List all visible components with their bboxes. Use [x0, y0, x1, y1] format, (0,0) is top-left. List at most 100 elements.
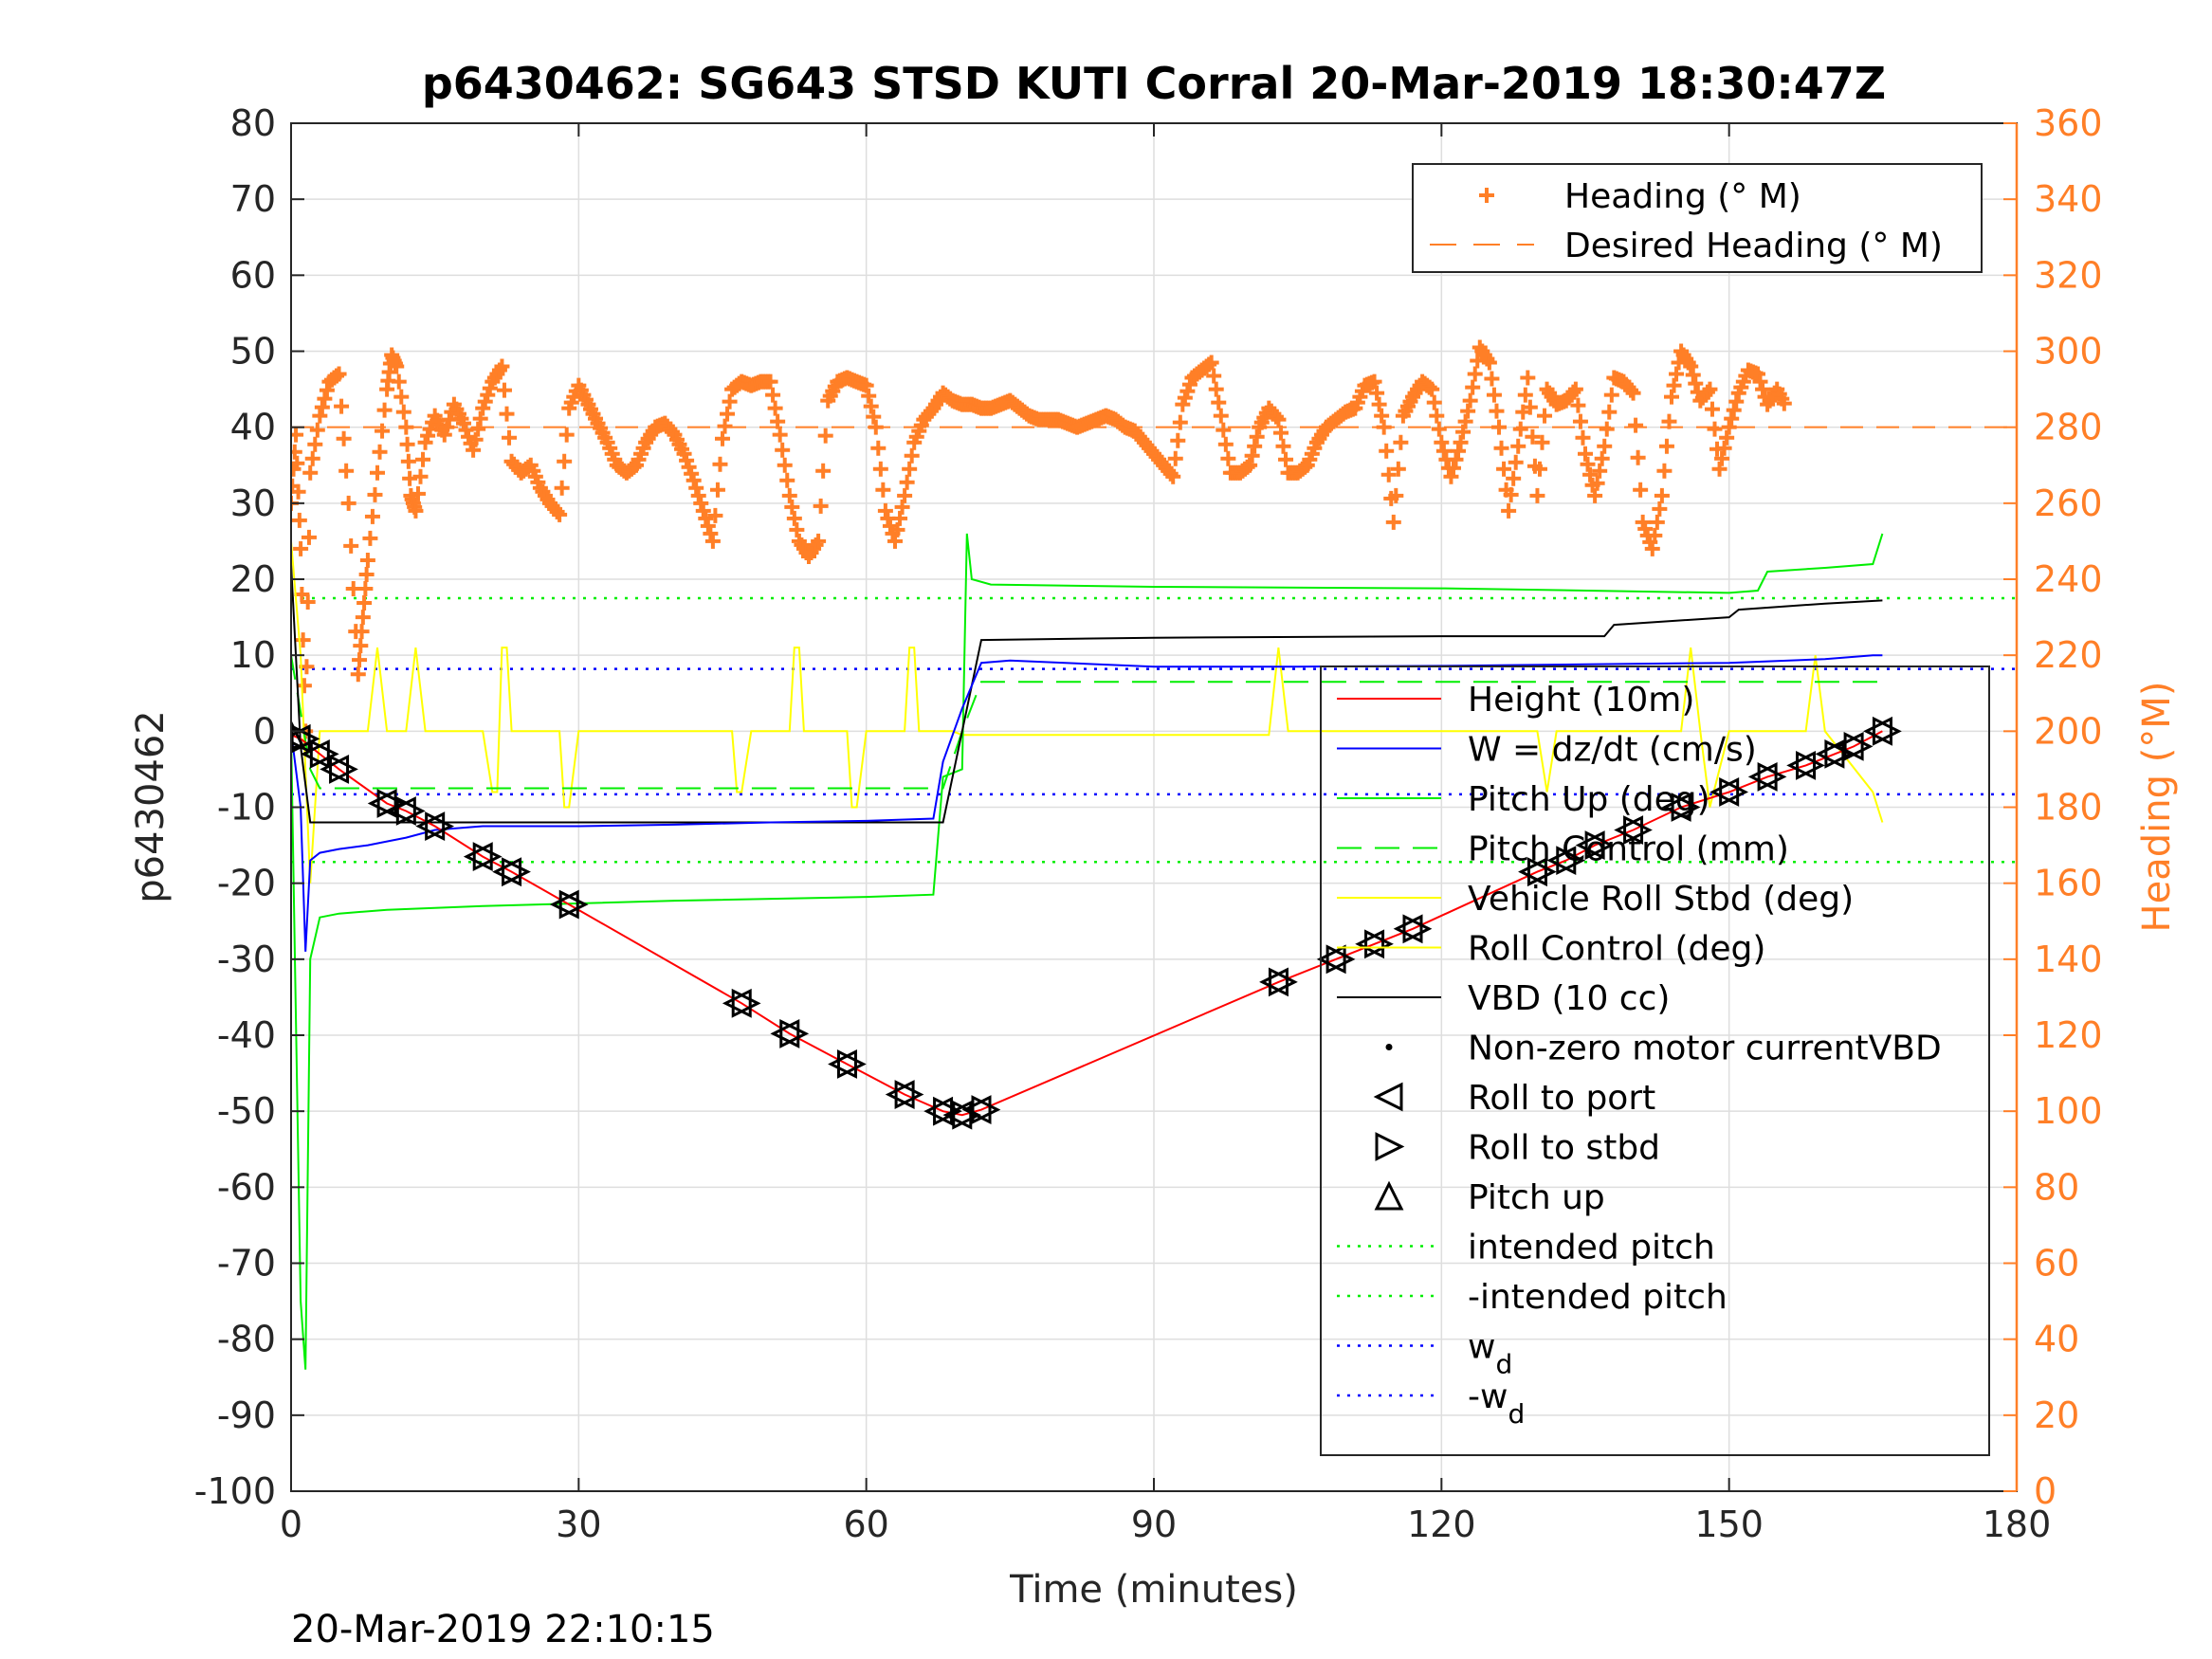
heading-marker	[1594, 450, 1610, 466]
heading-marker	[894, 499, 910, 515]
legend-main-entry: Vehicle Roll Stbd (deg)	[1337, 880, 1854, 919]
heading-marker	[466, 442, 482, 458]
y-tick-label: 60	[230, 254, 276, 296]
heading-marker	[1666, 377, 1682, 393]
heading-marker	[779, 472, 795, 488]
heading-marker	[1424, 381, 1440, 397]
roll-marker	[961, 1095, 992, 1124]
heading-marker	[1567, 381, 1583, 397]
legend-main-label: Pitch Control (mm)	[1468, 830, 1789, 869]
legend-main-entry: VBD (10 cc)	[1337, 979, 1670, 1018]
y-tick-label: 40	[230, 407, 276, 448]
x-tick-label: 60	[843, 1504, 888, 1545]
heading-marker	[784, 499, 800, 515]
roll-marker	[1518, 857, 1547, 887]
heading-marker	[1445, 460, 1461, 476]
heading-marker	[1211, 394, 1227, 410]
heading-marker	[902, 461, 918, 477]
roll-marker	[300, 738, 330, 769]
legend-main-symbol	[1385, 1044, 1393, 1050]
roll-marker	[971, 1095, 1001, 1124]
heading-marker	[1460, 403, 1476, 419]
heading-marker	[1702, 381, 1718, 397]
roll-marker	[1556, 846, 1586, 876]
heading-marker	[664, 424, 680, 440]
heading-marker	[408, 502, 424, 519]
y-tick-label: -20	[217, 863, 276, 904]
legend-heading: Heading (° M) Desired Heading (° M)	[1412, 163, 1983, 273]
heading-marker	[376, 402, 393, 418]
heading-marker	[1451, 443, 1467, 459]
heading-marker	[1529, 487, 1545, 503]
heading-marker	[693, 495, 709, 511]
heading-marker	[1455, 424, 1472, 440]
heading-marker	[557, 453, 573, 469]
heading-marker	[707, 507, 723, 523]
heading-marker	[1376, 419, 1392, 435]
heading-marker	[1654, 487, 1670, 503]
legend-main-label: intended pitch	[1468, 1229, 1715, 1267]
heading-marker	[295, 632, 311, 648]
x-tick-label: 0	[280, 1504, 302, 1545]
heading-marker	[1268, 409, 1284, 425]
roll-marker	[367, 789, 397, 818]
heading-marker	[875, 482, 891, 498]
heading-marker	[375, 423, 391, 439]
heading-marker	[1203, 355, 1219, 371]
heading-marker	[343, 538, 359, 554]
roll-marker	[395, 796, 426, 826]
legend-main-entry: Pitch up	[1374, 1178, 1605, 1217]
heading-marker	[1525, 428, 1541, 445]
heading-marker	[872, 461, 888, 477]
heading-marker	[1244, 447, 1260, 464]
heading-marker	[1728, 393, 1745, 410]
legend-heading-symbol	[1479, 188, 1494, 203]
roll-marker	[1546, 846, 1577, 876]
y2-tick-label: 240	[2034, 558, 2103, 600]
heading-marker	[1493, 440, 1509, 456]
heading-marker	[770, 413, 786, 429]
legend-main-entry: Roll to port	[1373, 1079, 1655, 1118]
heading-marker	[1465, 379, 1481, 395]
heading-marker	[813, 498, 829, 514]
heading-marker	[350, 666, 366, 683]
heading-marker	[1664, 389, 1679, 405]
roll-marker	[320, 754, 350, 784]
y2-tick-label: 80	[2034, 1166, 2079, 1208]
y-tick-label: 0	[253, 710, 276, 752]
y-tick-label: -90	[217, 1395, 276, 1436]
heading-marker	[767, 400, 783, 416]
roll-marker	[1584, 830, 1615, 861]
heading-marker	[1572, 413, 1588, 429]
heading-marker	[722, 393, 738, 410]
heading-marker	[877, 502, 893, 519]
roll-marker	[1815, 738, 1845, 769]
heading-marker	[357, 581, 374, 597]
roll-marker	[1863, 716, 1892, 746]
y2-tick-label: 120	[2034, 1014, 2103, 1056]
heading-marker	[1220, 450, 1236, 466]
roll-marker	[770, 1018, 800, 1048]
heading-marker	[1601, 404, 1618, 420]
heading-marker	[690, 487, 706, 503]
heading-marker	[549, 503, 565, 520]
heading-marker	[1776, 395, 1792, 411]
heading-marker	[352, 652, 368, 668]
x-tick-label: 150	[1694, 1504, 1764, 1545]
y2-tick-label: 360	[2034, 102, 2103, 144]
heading-marker	[1589, 475, 1605, 491]
legend-heading-label: Heading (° M)	[1564, 177, 1801, 216]
y-tick-label: -80	[217, 1319, 276, 1360]
y2-tick-label: 340	[2034, 178, 2103, 220]
heading-marker	[1170, 432, 1186, 448]
roll-marker	[1872, 716, 1902, 746]
heading-marker	[1501, 502, 1517, 519]
heading-marker	[1669, 366, 1685, 382]
roll-marker	[1834, 731, 1864, 761]
roll-marker	[425, 811, 455, 841]
roll-marker	[1709, 777, 1740, 807]
heading-marker	[892, 510, 908, 526]
heading-marker	[1599, 421, 1615, 437]
roll-marker	[472, 842, 503, 872]
y2-tick-label: 0	[2034, 1470, 2057, 1512]
